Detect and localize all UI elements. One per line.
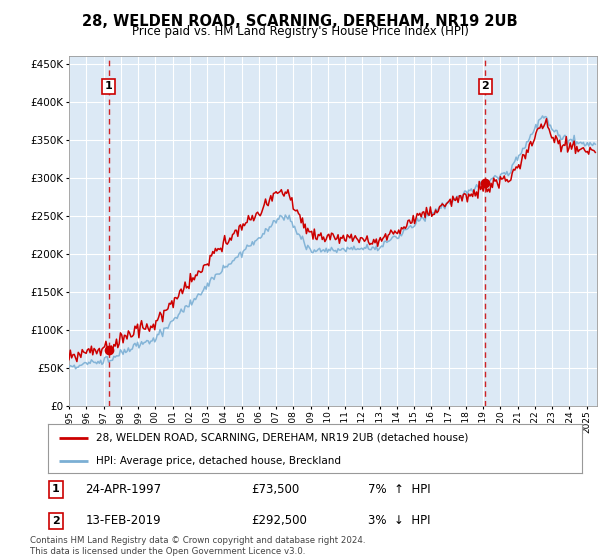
Text: 2: 2 (481, 81, 489, 91)
Text: Price paid vs. HM Land Registry's House Price Index (HPI): Price paid vs. HM Land Registry's House … (131, 25, 469, 38)
Text: £292,500: £292,500 (251, 514, 307, 528)
Text: 3%  ↓  HPI: 3% ↓ HPI (368, 514, 431, 528)
Text: 28, WELDEN ROAD, SCARNING, DEREHAM, NR19 2UB: 28, WELDEN ROAD, SCARNING, DEREHAM, NR19… (82, 14, 518, 29)
Text: 7%  ↑  HPI: 7% ↑ HPI (368, 483, 431, 496)
Text: 2: 2 (52, 516, 60, 526)
Text: £73,500: £73,500 (251, 483, 299, 496)
Text: 24-APR-1997: 24-APR-1997 (85, 483, 161, 496)
Text: 1: 1 (52, 484, 60, 494)
Text: HPI: Average price, detached house, Breckland: HPI: Average price, detached house, Brec… (96, 456, 341, 466)
Text: 28, WELDEN ROAD, SCARNING, DEREHAM, NR19 2UB (detached house): 28, WELDEN ROAD, SCARNING, DEREHAM, NR19… (96, 433, 469, 443)
Text: 1: 1 (105, 81, 113, 91)
Text: Contains HM Land Registry data © Crown copyright and database right 2024.
This d: Contains HM Land Registry data © Crown c… (30, 536, 365, 556)
Text: 13-FEB-2019: 13-FEB-2019 (85, 514, 161, 528)
